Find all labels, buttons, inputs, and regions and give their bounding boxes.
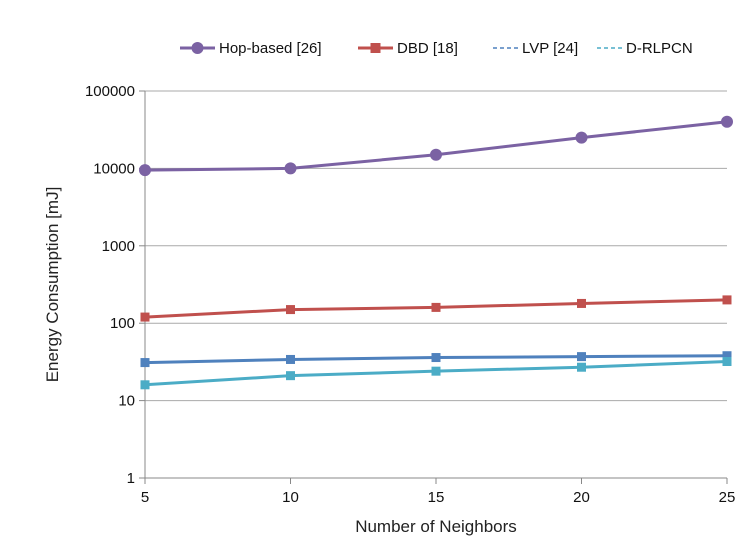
y-tick-label: 100000 <box>85 83 135 100</box>
y-tick-label: 10000 <box>93 160 135 177</box>
legend-item-lvp-24: LVP [24] <box>493 40 578 57</box>
series-dbd-18 <box>140 295 732 322</box>
x-tick-label: 20 <box>573 489 590 506</box>
y-tick-label: 10 <box>118 393 135 410</box>
data-point <box>286 371 295 381</box>
data-point <box>286 305 295 315</box>
legend-marker <box>370 43 381 53</box>
data-point <box>575 131 588 144</box>
data-point <box>577 352 586 362</box>
data-point <box>430 148 442 161</box>
legend-label: D-RLPCN <box>626 40 693 57</box>
series-hop-based-26 <box>139 115 733 177</box>
data-point <box>722 357 732 367</box>
x-axis-title: Number of Neighbors <box>355 517 517 536</box>
series-layer <box>139 115 733 390</box>
legend-item-hop-based-26: Hop-based [26] <box>180 40 322 57</box>
data-point <box>577 362 586 372</box>
y-tick-label: 1000 <box>102 238 135 255</box>
data-point <box>431 302 441 312</box>
data-point <box>431 366 441 376</box>
data-point <box>721 115 733 128</box>
legend: Hop-based [26] DBD [18] LVP [24] D-RLPCN <box>180 40 693 57</box>
axis-layer: 1 10 100 1000 10000 100000 5 10 15 20 25 <box>85 83 735 506</box>
x-tick-label: 5 <box>141 489 149 506</box>
data-point <box>722 295 732 305</box>
x-tick-label: 25 <box>719 489 736 506</box>
data-point <box>284 162 297 175</box>
data-point <box>140 358 150 368</box>
legend-item-dbd-18: DBD [18] <box>358 40 458 57</box>
data-point <box>140 380 150 390</box>
series-d-rlpcn <box>140 357 732 390</box>
data-point <box>286 354 295 364</box>
x-tick-label: 10 <box>282 489 299 506</box>
y-axis-title: Energy Consumption [mJ] <box>43 187 62 383</box>
data-point <box>139 164 151 177</box>
data-point <box>577 298 586 308</box>
y-tick-label: 1 <box>127 470 135 487</box>
legend-label: LVP [24] <box>522 40 578 57</box>
legend-item-d-rlpcn: D-RLPCN <box>597 40 693 57</box>
data-point <box>140 312 150 322</box>
series-line-hop-based-26 <box>144 120 728 172</box>
y-tick-label: 100 <box>110 315 135 332</box>
data-point <box>722 351 732 361</box>
data-point <box>431 353 441 363</box>
x-tick-label: 15 <box>428 489 445 506</box>
legend-label: DBD [18] <box>397 40 458 57</box>
legend-marker <box>191 42 204 54</box>
series-lvp-24 <box>140 351 732 368</box>
legend-label: Hop-based [26] <box>219 40 322 57</box>
